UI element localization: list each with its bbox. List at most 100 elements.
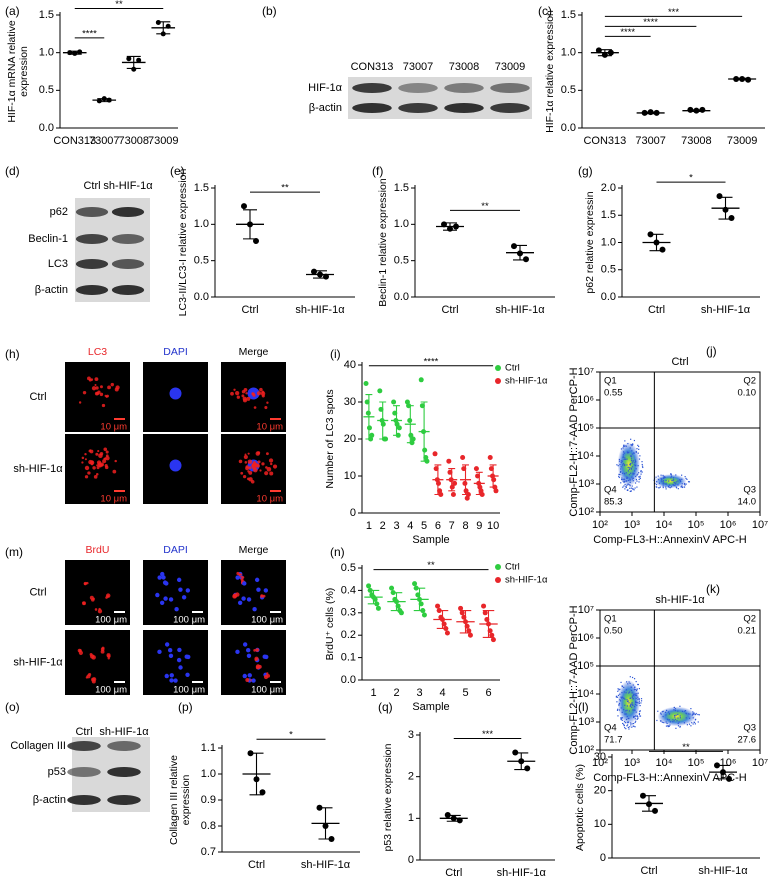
event-dot [634, 693, 636, 695]
stain-spot [82, 601, 86, 606]
event-dot [635, 694, 637, 697]
event-dot [635, 478, 637, 481]
x-tick-label: 1 [366, 520, 372, 532]
event-dot [629, 464, 632, 466]
error-bar [434, 464, 442, 496]
event-dot [629, 455, 632, 457]
event-dot [617, 688, 619, 690]
x-tick-label: 3 [416, 687, 422, 699]
event-dot [685, 477, 687, 480]
event-dot [623, 723, 625, 725]
y-axis-label: Beclin-1 relative expression [377, 178, 389, 307]
event-dot [692, 723, 694, 725]
stain-spot [264, 471, 269, 476]
event-dot [620, 461, 622, 464]
event-dot [633, 439, 636, 442]
data-point [524, 765, 531, 772]
event-dot [620, 681, 622, 684]
nucleus [167, 648, 173, 653]
event-dot [629, 490, 631, 493]
nucleus [161, 575, 166, 580]
quadrant-value: 85.3 [604, 497, 623, 508]
panel-letter: (e) [170, 164, 185, 178]
event-dot [633, 489, 635, 491]
quadrant-value: 0.50 [604, 626, 623, 637]
event-dot [694, 723, 696, 725]
x-tick-label: 10² [592, 757, 608, 769]
quadrant-name: Q2 [743, 614, 756, 625]
event-dot [638, 713, 640, 716]
nucleus [168, 653, 174, 658]
nucleus [177, 647, 182, 653]
event-dot [621, 478, 623, 481]
nucleus [164, 642, 170, 647]
x-tick-label: 10² [592, 519, 608, 531]
x-tick-label: Ctrl [648, 304, 665, 316]
event-dot [670, 475, 673, 477]
quadrant-name: Q3 [743, 485, 756, 496]
x-tick-label: 6 [435, 520, 441, 532]
data-point [481, 603, 487, 609]
event-dot [628, 702, 630, 704]
event-dot [622, 464, 624, 466]
stain-spot [115, 385, 120, 390]
event-dot [626, 725, 628, 727]
event-dot [668, 725, 670, 727]
event-dot [632, 709, 634, 711]
event-dot [627, 726, 629, 729]
event-dot [634, 459, 636, 461]
event-dot [634, 462, 636, 464]
legend-label: sh-HIF-1α [505, 376, 548, 387]
event-dot [618, 458, 621, 461]
error-bar [243, 209, 257, 240]
event-dot [619, 471, 622, 473]
y-tick-label: 0.3 [341, 607, 356, 619]
event-dot [642, 466, 644, 469]
panel-letter: (f) [372, 164, 383, 178]
event-dot [620, 482, 622, 484]
y-axis-label: expression [180, 774, 192, 825]
event-dot [690, 725, 692, 727]
x-tick-label: 3 [393, 520, 399, 532]
stain-spot [266, 672, 269, 675]
event-dot [640, 702, 642, 704]
event-dot [623, 708, 625, 711]
event-dot [667, 725, 669, 727]
event-dot [623, 451, 625, 453]
event-dot [630, 490, 632, 492]
data-point [493, 488, 499, 494]
stain-spot [244, 453, 247, 456]
y-tick-label: 0.9 [201, 794, 216, 806]
panel-letter: (h) [5, 347, 20, 361]
event-dot [675, 714, 677, 716]
stain-spot [245, 392, 248, 395]
x-tick-label: 73007 [89, 135, 120, 147]
event-dot [626, 464, 628, 466]
stain-spot [101, 646, 105, 650]
event-dot [677, 717, 679, 719]
stain-spot [244, 461, 248, 464]
significance-label: **** [620, 27, 635, 38]
event-dot [635, 720, 637, 722]
error-bar [393, 405, 400, 436]
x-tick-label: 9 [476, 520, 482, 532]
event-dot [633, 678, 636, 680]
event-dot [630, 703, 632, 705]
event-dot [690, 708, 692, 710]
event-dot [675, 486, 677, 488]
data-point [487, 455, 493, 460]
stain-spot [240, 471, 244, 475]
blot-band [107, 741, 141, 751]
event-dot [633, 716, 635, 719]
y-tick-label: 1.1 [201, 742, 216, 754]
scale-label: 100 μm [173, 685, 205, 696]
event-dot [665, 486, 667, 488]
event-dot [637, 698, 639, 700]
x-tick-label: 73008 [118, 135, 149, 147]
x-tick-label: Ctrl [241, 304, 258, 316]
event-dot [693, 713, 695, 716]
event-dot [633, 688, 636, 690]
row-label: Ctrl [29, 586, 46, 598]
event-dot [672, 483, 674, 485]
y-tick-label: 0.5 [394, 255, 409, 267]
